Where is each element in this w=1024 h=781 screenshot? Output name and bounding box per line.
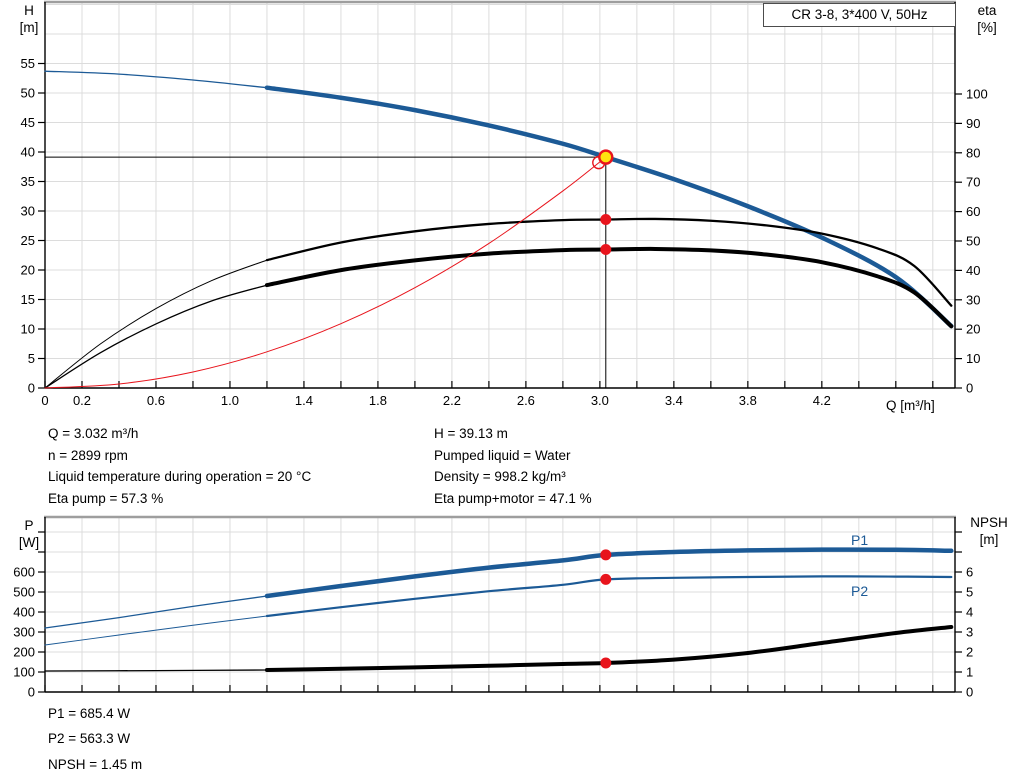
left-tick-label: 55 xyxy=(21,56,35,71)
operating-point-marker[interactable] xyxy=(598,149,614,165)
system-curve-curve xyxy=(44,156,607,389)
x-tick-label: 2.6 xyxy=(517,393,535,408)
left-tick-label: 10 xyxy=(21,322,35,337)
eta-axis-title-symbol: eta xyxy=(977,3,997,18)
info-line-npsh: NPSH = 1.45 m xyxy=(48,756,143,772)
left-tick-label: 200 xyxy=(13,645,35,660)
right-tick-label: 90 xyxy=(966,116,980,131)
left-tick-label: 0 xyxy=(28,381,35,396)
x-tick-label: 3.8 xyxy=(739,393,757,408)
duty-info-right: H = 39.13 m Pumped liquid = Water Densit… xyxy=(434,423,592,509)
power-axis-title-unit: [W] xyxy=(18,535,40,550)
p2-dot xyxy=(600,573,612,585)
left-tick-label: 5 xyxy=(28,351,35,366)
right-tick-label: 60 xyxy=(966,204,980,219)
eta-axis-title-unit: [%] xyxy=(977,20,997,35)
x-tick-label: 3.0 xyxy=(591,393,609,408)
npsh-axis-title-unit: [m] xyxy=(979,532,999,547)
right-tick-label: 10 xyxy=(966,351,980,366)
right-tick-label: 80 xyxy=(966,145,980,160)
left-tick-label: 30 xyxy=(21,204,35,219)
head-curve xyxy=(264,85,954,329)
right-tick-label: 50 xyxy=(966,234,980,249)
right-tick-label: 100 xyxy=(966,87,988,102)
right-tick-label: 4 xyxy=(966,605,973,620)
head-curve-thin xyxy=(44,70,268,89)
power-axis-title-symbol: P xyxy=(24,518,34,533)
p1-curve-thin xyxy=(44,595,268,629)
info-line-p1: P1 = 685.4 W xyxy=(48,706,131,721)
right-tick-label: 2 xyxy=(966,645,973,660)
left-tick-label: 100 xyxy=(13,665,35,680)
duty-info-left: Q = 3.032 m³/h n = 2899 rpm Liquid tempe… xyxy=(48,423,311,509)
eta-pump-motor-curve xyxy=(264,246,954,329)
pump-title-box: CR 3-8, 3*400 V, 50Hz xyxy=(763,3,956,27)
eta-pump-curve-thin xyxy=(44,259,268,389)
x-tick-label: 2.2 xyxy=(443,393,461,408)
left-tick-label: 50 xyxy=(21,86,35,101)
eta-axis-title: eta [%] xyxy=(962,2,1012,36)
npsh-dot xyxy=(600,657,612,669)
p1-dot xyxy=(600,549,612,561)
right-tick-label: 70 xyxy=(966,175,980,190)
npsh-axis-title: NPSH [m] xyxy=(958,514,1020,548)
right-tick-label: 6 xyxy=(966,565,973,580)
eta-pump-motor-curve-thin xyxy=(44,284,268,389)
info-line-liquid: Pumped liquid = Water xyxy=(434,447,571,463)
left-tick-label: 45 xyxy=(21,115,35,130)
eta-pump-motor-dot xyxy=(600,244,612,256)
npsh-axis-title-symbol: NPSH xyxy=(970,515,1008,530)
right-tick-label: 30 xyxy=(966,292,980,307)
right-tick-label: 0 xyxy=(966,381,973,396)
x-tick-label: 0.2 xyxy=(73,393,91,408)
x-tick-label: 1.0 xyxy=(221,393,239,408)
x-tick-label: 3.4 xyxy=(665,393,683,408)
info-line-density: Density = 998.2 kg/m³ xyxy=(434,469,566,484)
info-line-p2: P2 = 563.3 W xyxy=(48,731,131,747)
info-line-temperature: Liquid temperature during operation = 20… xyxy=(48,469,312,484)
left-tick-label: 15 xyxy=(21,292,35,307)
p1-curve-label: P1 xyxy=(851,532,869,548)
info-line-q: Q = 3.032 m³/h xyxy=(48,426,139,441)
eta-pump-curve xyxy=(265,217,953,307)
left-tick-label: 600 xyxy=(13,565,35,580)
left-tick-label: 400 xyxy=(13,605,35,620)
x-tick-label: 1.4 xyxy=(295,393,313,408)
x-tick-label: 0 xyxy=(41,393,48,408)
info-line-eta-total: Eta pump+motor = 47.1 % xyxy=(434,490,592,506)
left-tick-label: 25 xyxy=(21,233,35,248)
p2-curve-label: P2 xyxy=(851,583,869,599)
left-tick-label: 35 xyxy=(21,174,35,189)
info-line-speed: n = 2899 rpm xyxy=(48,447,128,463)
right-tick-label: 0 xyxy=(966,685,973,700)
info-line-eta-pump: Eta pump = 57.3 % xyxy=(48,490,164,506)
left-tick-label: 40 xyxy=(21,145,35,160)
right-tick-label: 1 xyxy=(966,665,973,680)
head-axis-title-unit: [m] xyxy=(19,20,39,35)
left-tick-label: 0 xyxy=(28,685,35,700)
right-tick-label: 20 xyxy=(966,322,980,337)
power-info: P1 = 685.4 W P2 = 563.3 W NPSH = 1.45 m xyxy=(48,701,142,777)
right-tick-label: 3 xyxy=(966,625,973,640)
left-tick-label: 500 xyxy=(13,585,35,600)
left-tick-label: 20 xyxy=(21,263,35,278)
eta-pump-dot xyxy=(600,214,612,226)
right-tick-label: 5 xyxy=(966,585,973,600)
left-tick-label: 300 xyxy=(13,625,35,640)
x-tick-label: 0.6 xyxy=(147,393,165,408)
p2-curve-thin xyxy=(44,615,268,646)
right-tick-label: 40 xyxy=(966,263,980,278)
x-tick-label: 4.2 xyxy=(813,393,831,408)
head-axis-title: H [m] xyxy=(8,2,50,36)
x-tick-label: 1.8 xyxy=(369,393,387,408)
power-axis-title: P [W] xyxy=(8,517,50,551)
q-axis-label: Q [m³/h] xyxy=(886,398,935,413)
npsh-curve-thin xyxy=(44,669,268,672)
info-line-head: H = 39.13 m xyxy=(434,426,508,441)
head-axis-title-symbol: H xyxy=(24,3,34,18)
